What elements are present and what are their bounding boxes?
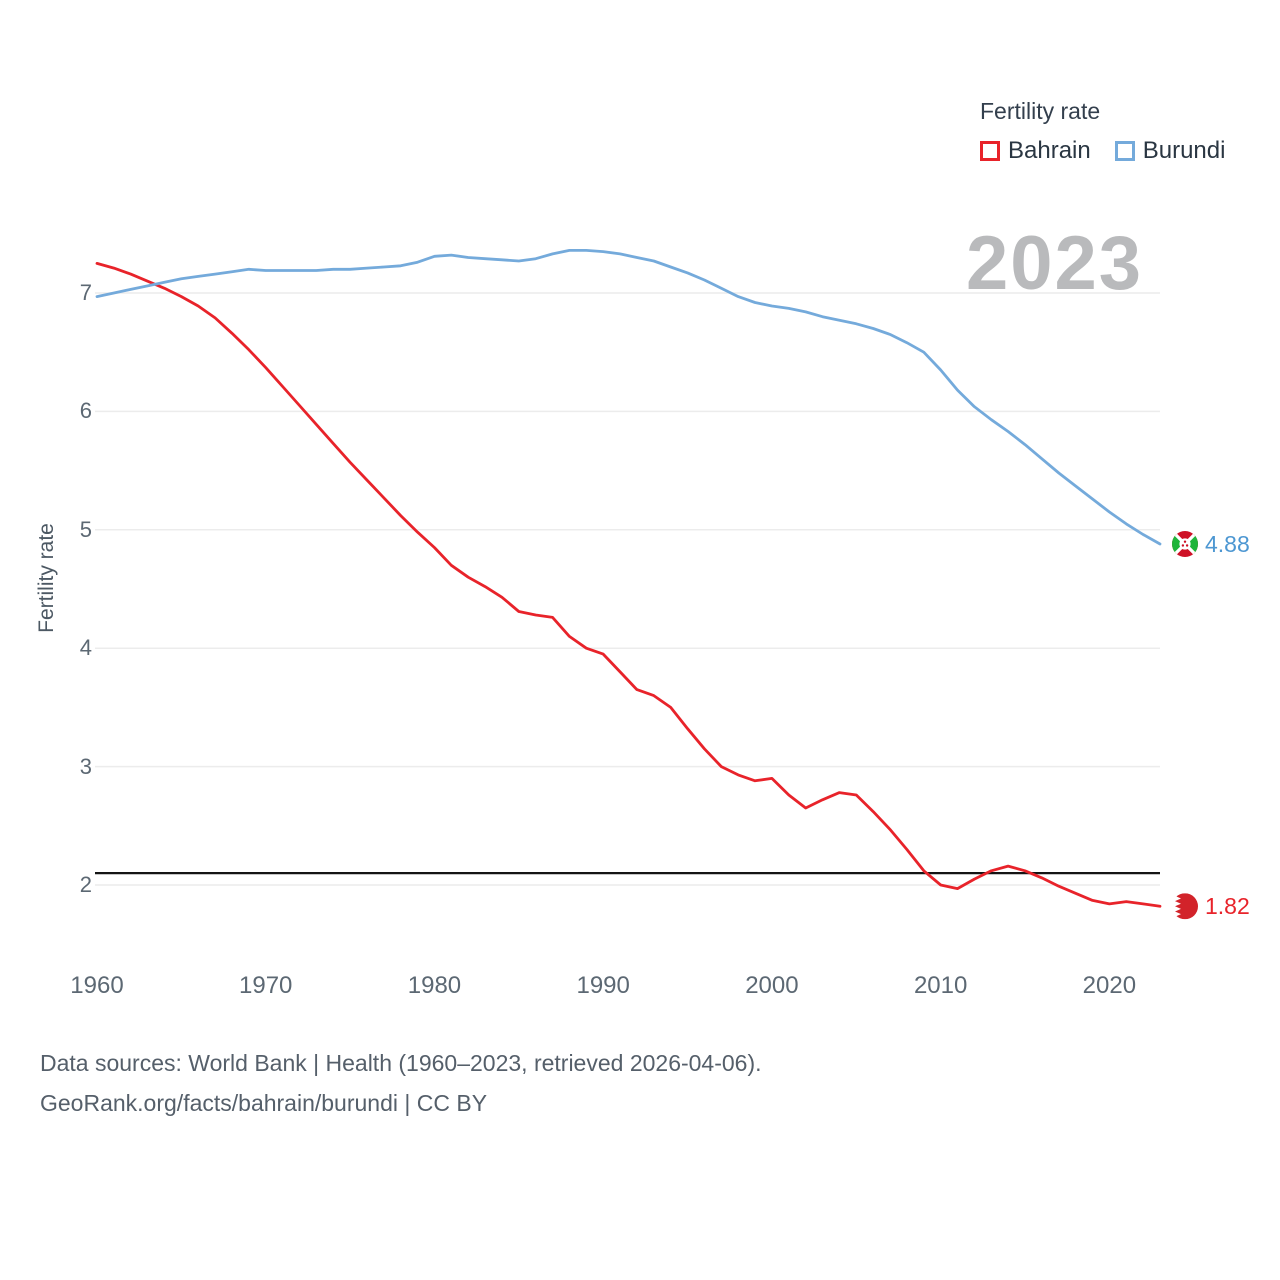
y-tick-label: 4 [79,635,92,661]
legend-label: Bahrain [1008,137,1091,164]
x-tick-label: 1990 [576,972,630,999]
x-tick-label: 1960 [70,972,124,999]
x-tick-label: 1970 [239,972,293,999]
burundi-end-value: 4.88 [1205,531,1250,557]
bahrain-line [95,261,1162,908]
bahrain-flag-icon [1172,893,1198,919]
legend-title: Fertility rate [980,98,1101,124]
chart-legend: Fertility rate Bahrain Burundi [980,98,1225,165]
y-tick-label: 7 [79,280,92,305]
y-tick-label: 5 [79,516,92,542]
legend-swatch-burundi [1114,141,1135,161]
x-tick-label: 2010 [913,972,968,999]
data-sources-text: Data sources: World Bank | Health (1960–… [40,1050,762,1076]
legend-item-burundi[interactable]: Burundi [1114,137,1226,165]
footer: Data sources: World Bank | Health (1960–… [40,1043,762,1123]
series-lines [95,248,1162,908]
end-markers [1172,531,1198,919]
burundi-line [95,248,1162,546]
legend-item-bahrain[interactable]: Bahrain [980,137,1091,165]
legend-label: Burundi [1142,137,1226,164]
gridlines [95,292,1160,886]
legend-items: Bahrain Burundi [980,137,1225,165]
year-watermark: 2023 [966,221,1144,306]
bahrain-end-value: 1.82 [1205,893,1250,920]
legend-swatch-bahrain [980,141,1000,161]
burundi-flag-icon [1172,531,1198,557]
y-tick-label: 3 [79,753,92,779]
y-tick-label: 2 [79,872,92,897]
x-tick-label: 2020 [1082,972,1137,999]
attribution-text: GeoRank.org/facts/bahrain/burundi | CC B… [40,1090,488,1116]
y-tick-label: 6 [79,398,92,424]
x-tick-label: 2000 [745,972,799,999]
x-tick-label: 1980 [407,972,462,999]
